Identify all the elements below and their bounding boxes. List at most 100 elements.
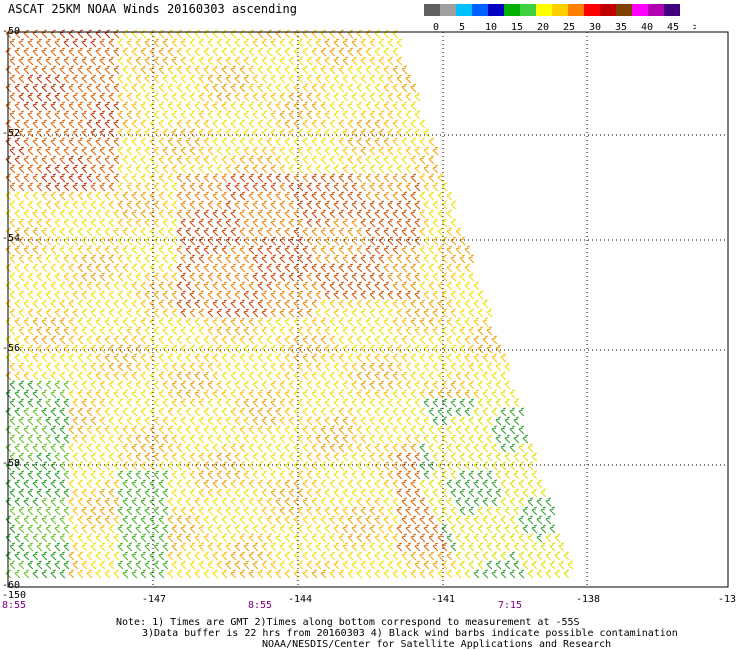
wind-barb xyxy=(126,560,133,570)
wind-barb xyxy=(342,254,349,264)
wind-barb xyxy=(14,407,21,417)
wind-barb xyxy=(495,506,502,516)
legend-label: 10 xyxy=(485,22,497,33)
wind-barb xyxy=(419,173,426,183)
wind-barb xyxy=(18,200,25,210)
wind-barb xyxy=(41,101,48,111)
legend-label: >50 knots xyxy=(693,22,696,33)
wind-barb xyxy=(207,164,214,174)
wind-barb xyxy=(477,380,484,390)
wind-barb xyxy=(239,425,246,435)
wind-barb xyxy=(216,254,223,264)
wind-barb xyxy=(459,398,466,408)
wind-barb xyxy=(423,146,430,156)
wind-barb xyxy=(176,407,183,417)
wind-barb xyxy=(104,29,111,39)
wind-barb xyxy=(302,389,309,399)
wind-barb xyxy=(234,362,241,372)
wind-barb xyxy=(437,299,444,309)
wind-barb xyxy=(216,218,223,228)
legend-swatch xyxy=(568,4,584,16)
wind-barb xyxy=(36,146,43,156)
wind-barb xyxy=(203,119,210,129)
wind-barb xyxy=(464,497,471,507)
wind-barb xyxy=(378,290,385,300)
wind-barb xyxy=(180,308,187,318)
wind-barb xyxy=(171,326,178,336)
wind-barb xyxy=(153,362,160,372)
wind-barb xyxy=(176,209,183,219)
wind-barb xyxy=(275,317,282,327)
wind-barb xyxy=(324,236,331,246)
wind-barb xyxy=(23,407,30,417)
wind-barb xyxy=(324,128,331,138)
wind-barb xyxy=(95,389,102,399)
wind-barb xyxy=(14,227,21,237)
wind-barb xyxy=(63,560,70,570)
wind-barb xyxy=(338,443,345,453)
wind-barb xyxy=(284,83,291,93)
wind-barb xyxy=(288,200,295,210)
wind-barb xyxy=(225,398,232,408)
wind-barb xyxy=(27,200,34,210)
wind-barb xyxy=(144,38,151,48)
wind-barb xyxy=(446,443,453,453)
wind-barb xyxy=(464,371,471,381)
legend-label: 35 xyxy=(615,22,627,33)
wind-barb xyxy=(270,272,277,282)
wind-barb xyxy=(383,479,390,489)
wind-barb xyxy=(302,299,309,309)
wind-barb xyxy=(410,263,417,273)
wind-barb xyxy=(50,209,57,219)
wind-barb xyxy=(297,524,304,534)
wind-barb xyxy=(212,533,219,543)
wind-barb xyxy=(149,65,156,75)
wind-barb xyxy=(72,488,79,498)
wind-barb xyxy=(500,425,507,435)
wind-barb xyxy=(113,389,120,399)
wind-barb xyxy=(473,281,480,291)
wind-barb xyxy=(383,209,390,219)
wind-barb xyxy=(9,74,16,84)
wind-barb xyxy=(180,254,187,264)
wind-barb xyxy=(122,263,129,273)
wind-barb xyxy=(104,299,111,309)
wind-barb xyxy=(230,101,237,111)
wind-barb xyxy=(14,569,21,579)
wind-barb xyxy=(230,551,237,561)
wind-barb xyxy=(392,371,399,381)
wind-barb xyxy=(50,173,57,183)
legend-label: 25 xyxy=(563,22,575,33)
wind-barb xyxy=(324,38,331,48)
wind-barb xyxy=(95,317,102,327)
wind-barb xyxy=(234,488,241,498)
wind-barb xyxy=(450,290,457,300)
wind-barb xyxy=(342,452,349,462)
wind-barb xyxy=(450,218,457,228)
wind-barb xyxy=(194,119,201,129)
wind-barb xyxy=(297,326,304,336)
wind-barb xyxy=(131,209,138,219)
wind-barb xyxy=(410,353,417,363)
wind-barb xyxy=(140,47,147,57)
wind-barb xyxy=(81,416,88,426)
wind-barb xyxy=(414,416,421,426)
wind-barb xyxy=(410,569,417,579)
wind-barb xyxy=(392,461,399,471)
wind-barb xyxy=(180,56,187,66)
wind-barb xyxy=(81,434,88,444)
wind-barb xyxy=(387,218,394,228)
wind-barb xyxy=(108,110,115,120)
wind-barb xyxy=(486,398,493,408)
wind-barb xyxy=(59,173,66,183)
wind-barb xyxy=(18,362,25,372)
wind-barb xyxy=(324,398,331,408)
wind-barb xyxy=(558,542,565,552)
wind-barb xyxy=(198,218,205,228)
wind-barb xyxy=(68,425,75,435)
wind-barb xyxy=(410,497,417,507)
wind-barb xyxy=(405,200,412,210)
wind-barb xyxy=(342,398,349,408)
wind-barb xyxy=(108,380,115,390)
